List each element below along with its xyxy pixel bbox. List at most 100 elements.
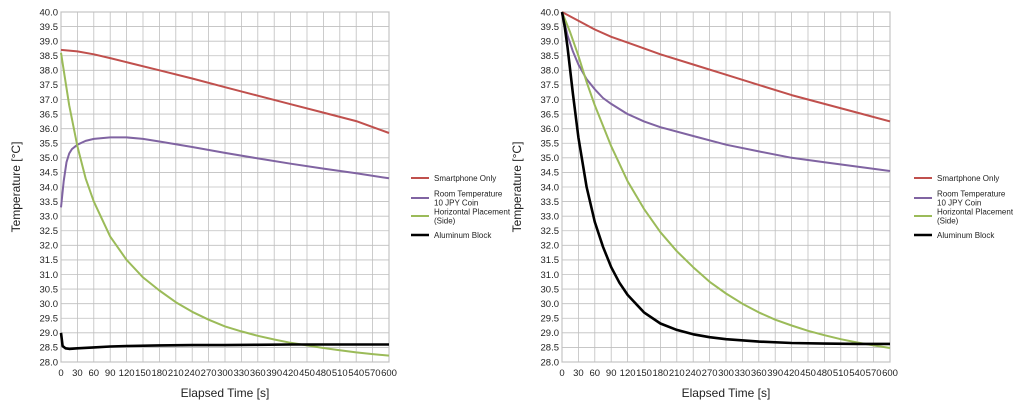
chart-1: 28.0 28.5 29.0 29.5 30.0 30.5 31.0 31.5 32.0 32.5… [9,7,511,400]
y-tick-label: 32.5 [40,226,59,237]
y-tick-label: 38.5 [541,51,560,62]
x-tick-label: 0 [559,368,564,379]
y-tick-label: 40.0 [40,7,59,18]
y-tick-label: 39.5 [541,22,560,33]
x-tick-label: 60 [590,368,601,379]
y-tick-label: 28.0 [541,357,560,368]
y-tick-label: 33.5 [541,197,560,208]
x-tick-label: 270 [201,368,217,379]
x-tick-label: 210 [168,368,184,379]
x-tick-label: 600 [882,368,898,379]
x-tick-label: 240 [685,368,701,379]
y-tick-label: 32.0 [541,241,560,252]
y-tick-label: 33.0 [40,211,59,222]
legend-label: Horizontal Placement (Side) [434,208,511,226]
y-tick-label: 38.0 [40,66,59,77]
legend-label-line: Aluminum Block [937,231,995,240]
y-tick-label: 38.0 [541,66,560,77]
y-tick-label: 30.5 [40,284,59,295]
legend-label: Smartphone Only [434,174,496,183]
gridlines [561,11,891,363]
legend-label: Room Temperature 10 JPY Coin [434,190,503,208]
x-tick-label: 120 [620,368,636,379]
y-tick-label: 39.5 [40,22,59,33]
legend-label: Horizontal Placement (Side) [937,208,1014,226]
y-tick-label: 28.5 [541,343,560,354]
x-tick-label: 480 [816,368,832,379]
legend-label: Room Temperature 10 JPY Coin [937,190,1006,208]
legend-label-line: 10 JPY Coin [937,199,981,208]
y-tick-label: 34.5 [40,168,59,179]
x-tick-label: 570 [866,368,882,379]
series-line-4 [560,11,890,346]
x-tick-label: 540 [348,368,364,379]
x-tick-label: 210 [669,368,685,379]
legend-label-line: Room Temperature [937,190,1006,199]
y-tick-label: 31.5 [541,255,560,266]
y-tick-label: 37.0 [541,95,560,106]
y-tick-label: 34.0 [40,182,59,193]
legend-label-line: Horizontal Placement [937,208,1014,217]
legend-label-line: (Side) [434,217,456,226]
x-tick-label: 450 [299,368,315,379]
gridlines [60,11,390,363]
y-tick-label: 34.5 [541,168,560,179]
x-tick-label: 510 [332,368,348,379]
y-tick-label: 29.0 [541,328,560,339]
legend: Smartphone Only Room Temperature 10 JPY Co… [411,174,511,240]
series-line-1 [60,48,390,134]
y-tick-label: 29.0 [40,328,59,339]
x-tick-label: 0 [58,368,63,379]
x-tick-label: 30 [573,368,584,379]
y-tick-label: 32.5 [541,226,560,237]
y-tick-label: 31.0 [40,270,59,281]
legend-label-line: 10 JPY Coin [434,199,478,208]
x-tick-label: 240 [184,368,200,379]
y-tick-label: 31.0 [541,270,560,281]
y-tick-label: 30.0 [541,299,560,310]
x-tick-label: 270 [702,368,718,379]
x-tick-label: 90 [606,368,617,379]
x-tick-label: 360 [751,368,767,379]
series-line-2 [60,136,390,208]
chart-2: 28.0 28.5 29.0 29.5 30.0 30.5 31.0 31.5 32.0 32.5… [510,7,1014,400]
y-axis-title: Temperature [°C] [510,142,524,233]
y-tick-label: 39.0 [541,36,560,47]
legend-label: Aluminum Block [937,231,995,240]
x-tick-label: 480 [315,368,331,379]
x-tick-label: 420 [784,368,800,379]
legend-label: Aluminum Block [434,231,492,240]
y-tick-label: 33.5 [40,197,59,208]
y-tick-label: 30.5 [541,284,560,295]
x-tick-label: 540 [849,368,865,379]
x-tick-label: 450 [800,368,816,379]
x-tick-label: 120 [119,368,135,379]
x-tick-label: 150 [636,368,652,379]
y-tick-label: 37.5 [541,80,560,91]
y-tick-label: 36.5 [541,109,560,120]
y-tick-label: 35.5 [541,139,560,150]
legend-label-line: Aluminum Block [434,231,492,240]
x-tick-label: 390 [266,368,282,379]
legend-label-line: Room Temperature [434,190,503,199]
x-tick-label: 330 [233,368,249,379]
x-tick-label: 300 [718,368,734,379]
y-tick-label: 29.5 [541,314,560,325]
y-tick-label: 37.5 [40,80,59,91]
x-tick-label: 330 [734,368,750,379]
series-line-1 [561,11,891,123]
x-tick-label: 570 [365,368,381,379]
y-tick-label: 28.5 [40,343,59,354]
x-tick-label: 150 [135,368,151,379]
y-tick-label: 36.0 [40,124,59,135]
y-tick-label: 30.0 [40,299,59,310]
y-tick-label: 34.0 [541,182,560,193]
x-axis-title: Elapsed Time [s] [181,386,270,400]
legend-label-line: Horizontal Placement [434,208,511,217]
legend: Smartphone Only Room Temperature 10 JPY Co… [914,174,1014,240]
y-tick-label: 37.0 [40,95,59,106]
x-tick-label: 30 [72,368,83,379]
y-tick-label: 31.5 [40,255,59,266]
legend-label-line: Smartphone Only [434,174,496,183]
